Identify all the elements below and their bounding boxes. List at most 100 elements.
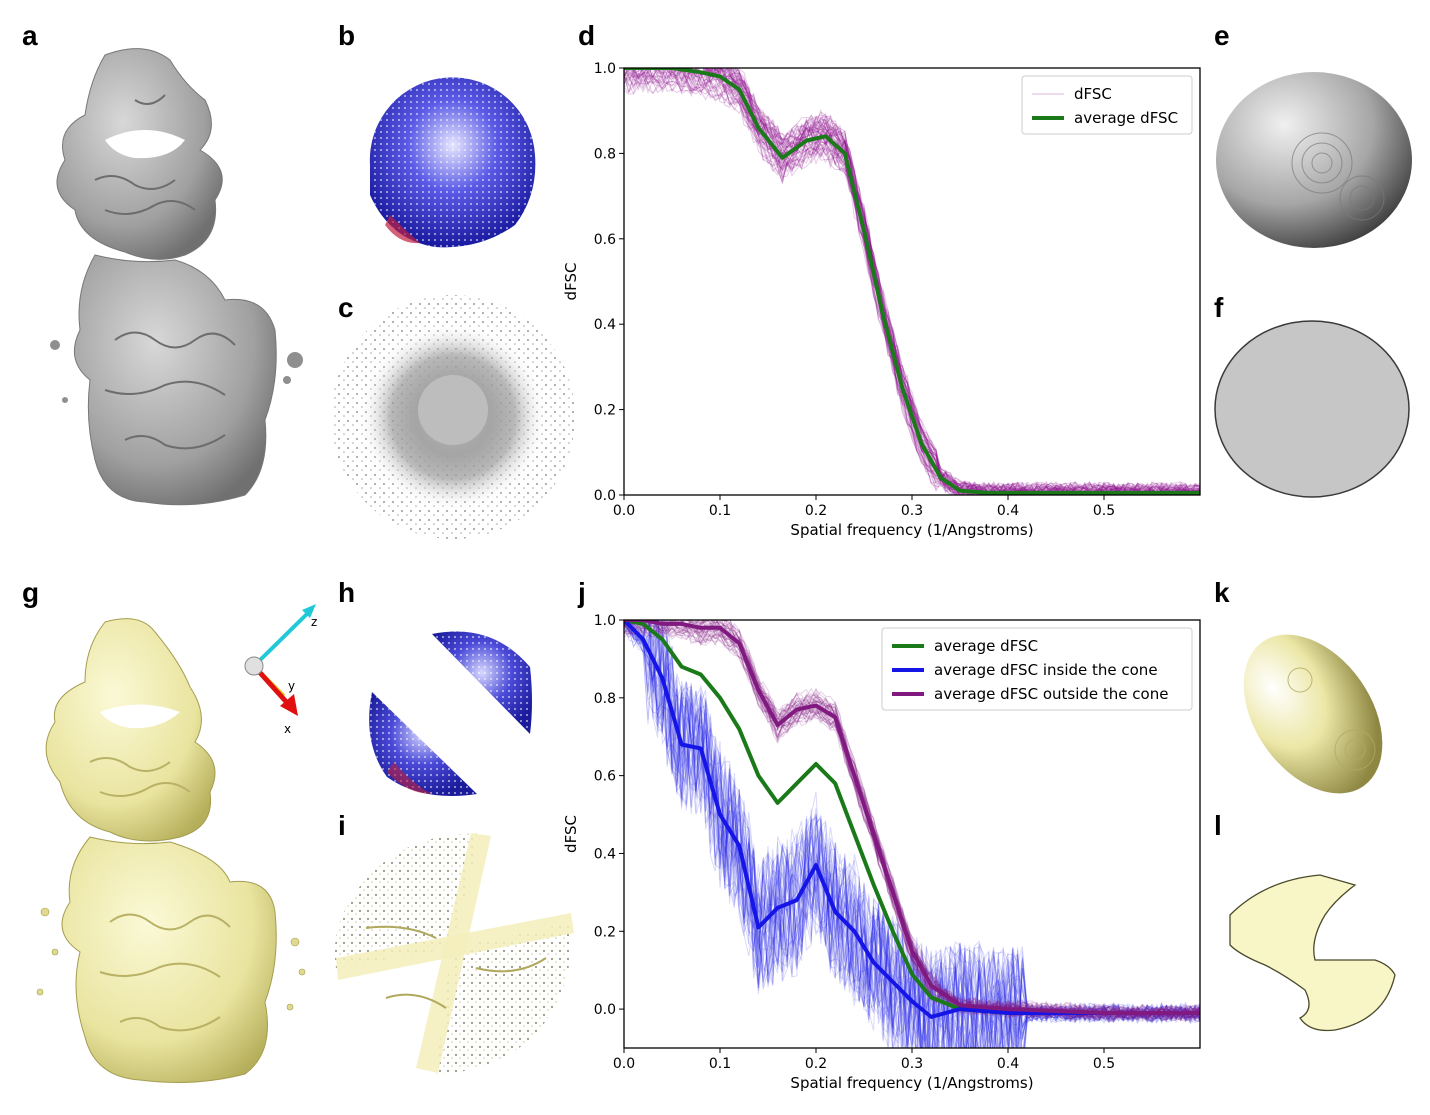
dfsc-inside-individual-curve: [624, 620, 1200, 1048]
dfsc-outside-individual-curve: [694, 620, 1200, 1016]
dfsc-individual-curve: [713, 68, 1200, 495]
series-line-average-dFSC-outside-the-cone: [624, 620, 1200, 1015]
x-tick-label: 0.4: [997, 503, 1019, 519]
x-tick-label: 0.2: [805, 503, 827, 519]
plot-area-d: [624, 68, 1200, 495]
dfsc-inside-individual-curve: [624, 620, 1200, 1048]
panel-label-k: k: [1214, 577, 1230, 608]
dfsc-inside-individual-curve: [624, 622, 1200, 1048]
x-tick-label: 0.5: [1093, 503, 1115, 519]
dfsc-individual-curve: [735, 68, 1200, 495]
density-map-yellow: [36, 618, 306, 1083]
density-map-grey: [50, 48, 303, 506]
panel-label-j: j: [578, 577, 586, 608]
dfsc-individual-curve: [624, 74, 1193, 495]
density-slice-i: [334, 833, 574, 1074]
legend-box: [881, 627, 1193, 711]
dfsc-outside-individual-curve: [624, 620, 1200, 1020]
dfsc-inside-individual-curve: [624, 622, 1200, 1048]
dfsc-individual-curve: [727, 68, 1200, 495]
legend-entry: average dFSC: [1074, 109, 1178, 127]
dfsc-outside-individual-curve: [624, 620, 1200, 1021]
dfsc-individual-curve: [713, 68, 1200, 495]
panel-label-c: c: [338, 292, 354, 323]
x-axis-label: Spatial frequency (1/Angstroms): [790, 521, 1033, 539]
panel-label-e: e: [1214, 20, 1230, 51]
y-tick-label: 0.0: [594, 1002, 616, 1018]
plot-area-j: [624, 620, 1200, 1048]
dfsc-inside-individual-curve: [624, 620, 1200, 1048]
dfsc-inside-individual-curve: [628, 620, 1200, 1048]
dfsc-outside-individual-curve: [624, 623, 1200, 1023]
chart-d: 0.0 0.1 0.2 0.3 0.4 0.5 0.0 0.2 0.4 0.6 0.8 1.0 Spat…: [562, 61, 1201, 539]
panel-label-d: d: [578, 20, 596, 51]
x-tick-label: 0.3: [901, 1056, 923, 1072]
dfsc-outside-individual-curve: [685, 620, 1200, 1016]
dfsc-individual-curve: [624, 68, 1200, 495]
legend-box: [1021, 75, 1193, 135]
y-tick-label: 0.2: [594, 403, 616, 419]
y-tick-label: 0.2: [594, 924, 616, 940]
dfsc-individual-curve: [633, 68, 1200, 495]
dfsc-individual-curve: [624, 71, 1196, 495]
dfsc-individual-curve: [624, 74, 1200, 495]
dfsc-inside-individual-curve: [628, 620, 1200, 1048]
ellipsoid-e: [1216, 72, 1412, 248]
angular-sphere-b: [369, 77, 536, 248]
x-axis-label: Spatial frequency (1/Angstroms): [790, 1074, 1033, 1092]
legend-entry: average dFSC inside the cone: [934, 661, 1158, 679]
dfsc-inside-individual-curve: [624, 620, 1200, 1048]
x-tick-label: 0.5: [1093, 1056, 1115, 1072]
angular-caps-h: [369, 631, 532, 796]
dfsc-outside-individual-curve: [660, 620, 1200, 1017]
dfsc-outside-individual-curve: [624, 626, 1200, 1023]
dfsc-inside-individual-curve: [624, 620, 1200, 1048]
x-tick-label: 0.2: [805, 1056, 827, 1072]
x-tick-label: 0.0: [613, 1056, 635, 1072]
x-tick-label: 0.3: [901, 503, 923, 519]
x-tick-label: 0.0: [613, 503, 635, 519]
dfsc-inside-individual-curve: [624, 620, 1200, 1048]
panel-label-b: b: [338, 20, 356, 51]
ellipsoid-k: [1243, 634, 1383, 794]
x-tick-label: 0.1: [709, 1056, 731, 1072]
missing-cone-slice-l: [1229, 874, 1396, 1032]
series-line-average-dFSC-inside-the-cone: [624, 620, 1200, 1019]
dfsc-individual-curve: [631, 68, 1200, 495]
dfsc-inside-individual-curve: [624, 624, 1200, 1048]
dfsc-outside-individual-curve: [695, 620, 1200, 1017]
dfsc-individual-curve: [624, 68, 1194, 495]
dfsc-individual-curve: [690, 68, 1200, 495]
series-line-average-dFSC: [624, 68, 1200, 495]
panel-label-g: g: [22, 577, 40, 608]
dfsc-inside-individual-curve: [624, 620, 1200, 1048]
dfsc-individual-curve: [719, 68, 1200, 495]
dfsc-individual-curve: [731, 68, 1200, 495]
panel-label-l: l: [1214, 810, 1222, 841]
disc-f: [1214, 320, 1410, 498]
y-tick-label: 0.8: [594, 691, 616, 707]
dfsc-individual-curve: [624, 78, 1197, 495]
dfsc-individual-curve: [703, 68, 1200, 495]
y-axis-label: dFSC: [562, 815, 580, 853]
legend-d: dFSC average dFSC: [1021, 75, 1193, 135]
dfsc-inside-individual-curve: [624, 622, 1200, 1048]
dfsc-inside-individual-curve: [624, 620, 1200, 1048]
y-tick-label: 1.0: [594, 61, 616, 77]
dfsc-inside-individual-curve: [624, 622, 1200, 1048]
dfsc-individual-curve: [728, 68, 1200, 495]
y-tick-label: 0.8: [594, 146, 616, 162]
dfsc-inside-individual-curve: [624, 620, 1200, 1048]
legend-entry: dFSC: [1074, 85, 1112, 103]
axis-label-z: z: [311, 615, 317, 629]
y-tick-label: 1.0: [594, 613, 616, 629]
y-tick-label: 0.0: [594, 488, 616, 504]
legend-j: average dFSC average dFSC inside the cone…: [881, 627, 1193, 711]
dfsc-inside-individual-curve: [624, 620, 1200, 1048]
y-tick-label: 0.6: [594, 232, 616, 248]
x-tick-label: 0.1: [709, 503, 731, 519]
panel-label-f: f: [1214, 292, 1224, 323]
dfsc-outside-individual-curve: [661, 620, 1200, 1016]
dfsc-outside-individual-curve: [625, 620, 1200, 1020]
panel-label-a: a: [22, 20, 38, 51]
